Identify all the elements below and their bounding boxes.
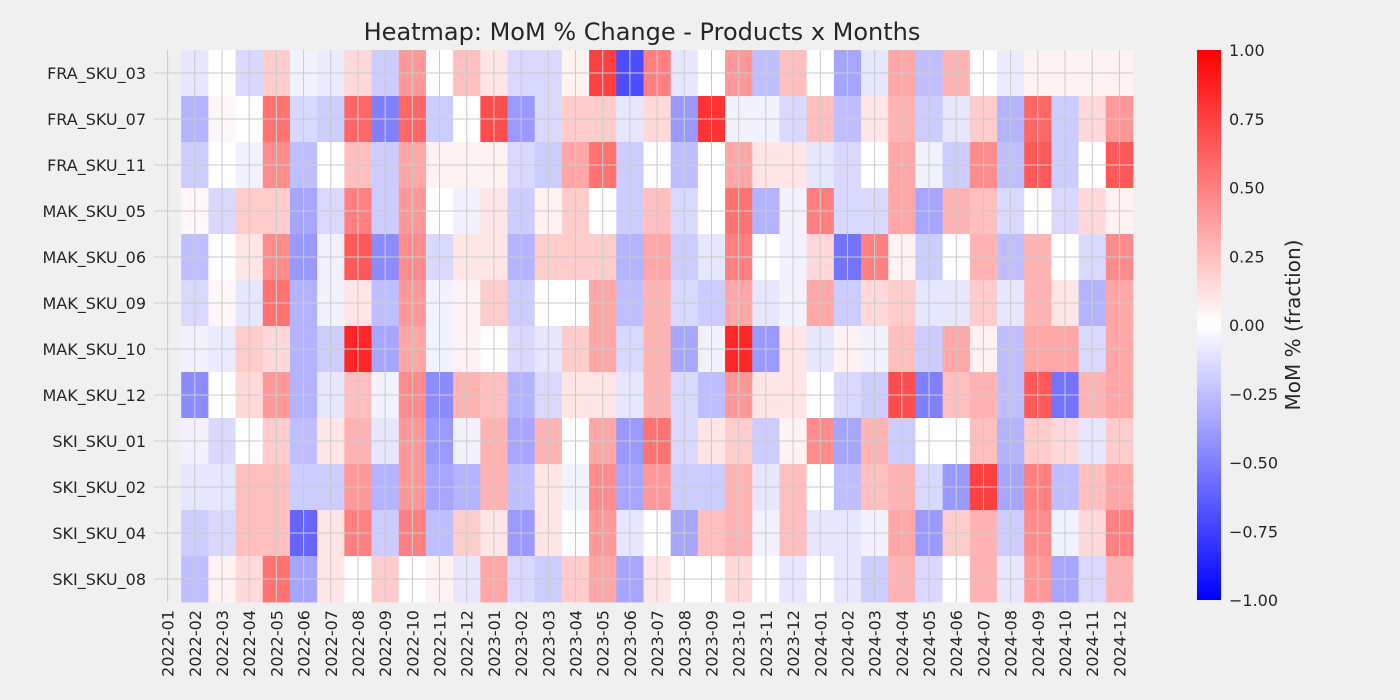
colorbar-gradient	[1197, 50, 1221, 600]
x-tick-label: 2023-03	[539, 610, 558, 677]
x-tick-label: 2024-04	[893, 610, 912, 677]
colorbar-tick-label: −1.00	[1229, 591, 1278, 610]
x-tick-label: 2022-01	[159, 610, 178, 677]
colorbar-tick-label: 0.00	[1229, 316, 1265, 335]
colorbar-label: MoM % (fraction)	[1281, 240, 1305, 411]
x-tick-label: 2023-06	[621, 610, 640, 677]
x-tick-label: 2022-10	[403, 610, 422, 677]
x-tick-label: 2023-08	[675, 610, 694, 677]
x-tick-label: 2022-07	[322, 610, 341, 677]
x-tick-label: 2022-09	[376, 610, 395, 677]
y-tick-label: FRA_SKU_03	[47, 64, 146, 84]
x-tick-labels: 2022-01 2022-02 2022-03 2022-04 2022-05 2022-…	[159, 610, 1130, 677]
y-tick-label: SKI_SKU_08	[52, 570, 146, 590]
colorbar-tick-label: 0.25	[1229, 247, 1265, 266]
colorbar-tick-label: 1.00	[1229, 41, 1265, 60]
y-tick-label: FRA_SKU_11	[47, 156, 146, 176]
x-tick-label: 2022-02	[186, 610, 205, 677]
y-tick-label: MAK_SKU_05	[42, 202, 146, 222]
x-tick-label: 2023-01	[485, 610, 504, 677]
x-tick-label: 2024-09	[1029, 610, 1048, 677]
x-tick-label: 2022-04	[240, 610, 259, 677]
y-tick-label: SKI_SKU_02	[52, 478, 146, 498]
x-tick-label: 2023-11	[757, 610, 776, 677]
y-tick-label: MAK_SKU_06	[42, 248, 146, 268]
x-tick-label: 2024-02	[838, 610, 857, 677]
chart-title: Heatmap: MoM % Change - Products x Month…	[364, 18, 921, 46]
x-tick-label: 2024-01	[811, 610, 830, 677]
colorbar: 1.00 0.75 0.50 0.25 0.00 −0.25 −0.50 −0.75 −1.00…	[1197, 41, 1305, 610]
x-tick-label: 2022-03	[213, 610, 232, 677]
x-tick-label: 2024-08	[1002, 610, 1021, 677]
y-tick-labels: FRA_SKU_03 FRA_SKU_07 FRA_SKU_11 MAK_SKU_05…	[42, 64, 146, 590]
x-tick-label: 2024-05	[920, 610, 939, 677]
colorbar-tick-label: −0.50	[1229, 454, 1278, 473]
y-tick-label: SKI_SKU_01	[52, 432, 146, 452]
y-tick-label: MAK_SKU_10	[42, 340, 146, 360]
x-tick-label: 2023-10	[730, 610, 749, 677]
x-tick-label: 2022-08	[349, 610, 368, 677]
x-tick-label: 2023-09	[702, 610, 721, 677]
x-tick-label: 2023-05	[594, 610, 613, 677]
x-tick-label: 2024-06	[947, 610, 966, 677]
colorbar-ticks: 1.00 0.75 0.50 0.25 0.00 −0.25 −0.50 −0.75 −1.00	[1229, 41, 1278, 610]
x-tick-label: 2023-07	[648, 610, 667, 677]
colorbar-tick-label: −0.75	[1229, 522, 1278, 541]
x-tick-label: 2023-02	[512, 610, 531, 677]
x-tick-label: 2024-10	[1056, 610, 1075, 677]
y-tick-label: MAK_SKU_12	[42, 386, 146, 406]
y-tick-label: FRA_SKU_07	[47, 110, 146, 130]
colorbar-tick-label: −0.25	[1229, 385, 1278, 404]
x-tick-label: 2024-03	[866, 610, 885, 677]
x-tick-label: 2022-06	[295, 610, 314, 677]
x-tick-label: 2024-12	[1110, 610, 1129, 677]
colorbar-tick-label: 0.75	[1229, 110, 1265, 129]
x-tick-label: 2024-11	[1083, 610, 1102, 677]
heatmap-grid	[154, 50, 1133, 602]
colorbar-tick-label: 0.50	[1229, 179, 1265, 198]
y-tick-label: MAK_SKU_09	[42, 294, 146, 314]
x-tick-label: 2022-12	[458, 610, 477, 677]
x-tick-label: 2022-11	[431, 610, 450, 677]
y-tick-label: SKI_SKU_04	[52, 524, 146, 544]
x-tick-label: 2022-05	[267, 610, 286, 677]
x-tick-label: 2024-07	[974, 610, 993, 677]
x-tick-label: 2023-04	[567, 610, 586, 677]
x-tick-label: 2023-12	[784, 610, 803, 677]
